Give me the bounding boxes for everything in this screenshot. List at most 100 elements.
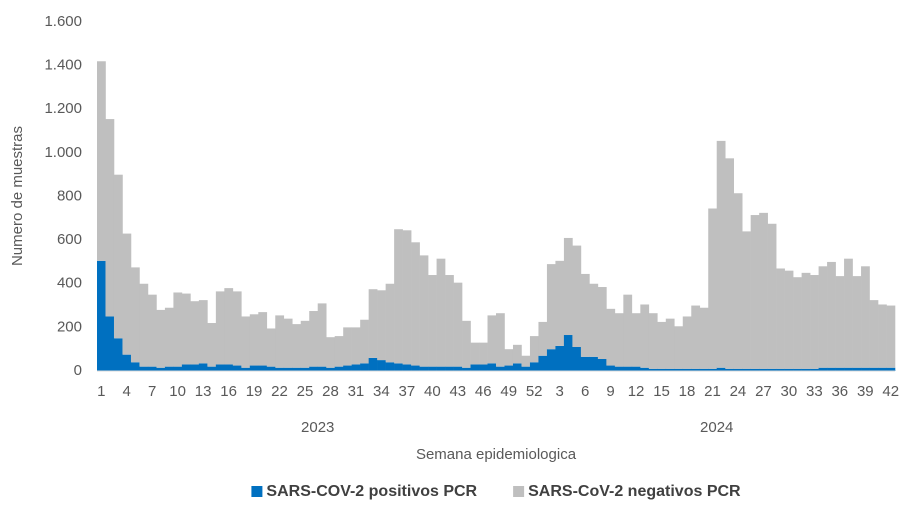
bar-segment bbox=[597, 359, 607, 371]
bar-segment bbox=[623, 366, 633, 371]
bar-segment bbox=[419, 255, 429, 367]
x-tick-label: 10 bbox=[169, 383, 186, 400]
bar-segment bbox=[292, 367, 302, 371]
bar-segment bbox=[351, 364, 361, 371]
bar-segment bbox=[512, 363, 522, 371]
bar-segment bbox=[496, 366, 505, 371]
y-tick-label: 1.400 bbox=[44, 57, 82, 74]
bar-segment bbox=[716, 140, 726, 368]
bar-segment bbox=[343, 365, 352, 371]
bar-segment bbox=[699, 368, 709, 371]
x-tick-label: 1 bbox=[97, 383, 105, 400]
bar-segment bbox=[496, 313, 505, 367]
bar-segment bbox=[190, 301, 200, 365]
bar-segment bbox=[232, 291, 242, 366]
bar-segment bbox=[657, 368, 667, 371]
x-tick-label: 21 bbox=[704, 383, 721, 400]
bar-segment bbox=[326, 337, 336, 368]
group-label: 2024 bbox=[700, 419, 733, 436]
x-tick-label: 37 bbox=[399, 383, 416, 400]
x-tick-label: 6 bbox=[581, 383, 589, 400]
bar-segment bbox=[207, 366, 217, 371]
legend-swatch bbox=[251, 486, 263, 497]
bar-segment bbox=[793, 368, 802, 371]
bar-segment bbox=[674, 368, 684, 371]
bar-segment bbox=[699, 307, 709, 369]
bar-segment bbox=[589, 283, 599, 357]
bar-segment bbox=[878, 367, 887, 371]
bar-segment bbox=[173, 366, 183, 371]
bar-segment bbox=[283, 367, 293, 371]
bar-segment bbox=[309, 311, 319, 367]
bar-segment bbox=[215, 291, 225, 365]
y-tick-label: 1.200 bbox=[44, 100, 82, 117]
bar-segment bbox=[793, 277, 802, 369]
bar-segment bbox=[733, 193, 743, 369]
bar-segment bbox=[156, 367, 166, 371]
bar-segment bbox=[317, 366, 327, 371]
bar-segment bbox=[402, 230, 412, 365]
bar-segment bbox=[317, 303, 327, 367]
bar-segment bbox=[801, 272, 811, 369]
bar-segment bbox=[164, 307, 174, 367]
bar-segment bbox=[428, 366, 437, 371]
bar-segment bbox=[360, 319, 369, 364]
bar-segment bbox=[198, 363, 208, 371]
bar-segment bbox=[631, 313, 641, 367]
x-tick-label: 39 bbox=[857, 383, 874, 400]
bar-segment bbox=[827, 261, 836, 368]
bar-segment bbox=[249, 365, 259, 371]
bar-segment bbox=[521, 355, 531, 367]
x-tick-label: 36 bbox=[831, 383, 848, 400]
bar-segment bbox=[682, 316, 692, 369]
bar-segment bbox=[776, 368, 785, 371]
bar-segment bbox=[411, 365, 420, 371]
bar-segment bbox=[835, 276, 845, 368]
bar-segment bbox=[572, 347, 582, 371]
x-tick-label: 12 bbox=[628, 383, 645, 400]
bar-segment bbox=[487, 363, 497, 371]
x-tick-label: 43 bbox=[449, 383, 466, 400]
bar-segment bbox=[844, 367, 853, 371]
x-tick-label: 9 bbox=[606, 383, 614, 400]
bar-segment bbox=[665, 318, 675, 369]
bar-segment bbox=[343, 327, 352, 366]
bar-segment bbox=[97, 260, 106, 371]
bar-segment bbox=[852, 276, 862, 368]
bar-segment bbox=[784, 270, 794, 369]
x-tick-label: 52 bbox=[526, 383, 543, 400]
bar-segment bbox=[759, 368, 768, 371]
y-tick-label: 400 bbox=[57, 275, 82, 292]
x-tick-label: 4 bbox=[123, 383, 131, 400]
bar-segment bbox=[394, 363, 403, 371]
bar-segment bbox=[555, 260, 565, 346]
bar-segment bbox=[835, 367, 845, 371]
bar-segment bbox=[394, 229, 403, 364]
y-tick-label: 1.600 bbox=[44, 13, 82, 30]
bar-segment bbox=[368, 357, 378, 371]
bar-segment bbox=[224, 288, 234, 365]
bar-segment bbox=[113, 174, 123, 339]
x-tick-label: 40 bbox=[424, 383, 441, 400]
bar-segment bbox=[97, 61, 106, 261]
x-tick-label: 19 bbox=[246, 383, 263, 400]
bar-segment bbox=[283, 318, 293, 368]
bar-segment bbox=[275, 367, 285, 371]
x-tick-label: 27 bbox=[755, 383, 772, 400]
bar-segment bbox=[266, 366, 276, 371]
bar-segment bbox=[742, 368, 751, 371]
y-tick-label: 1.000 bbox=[44, 144, 82, 161]
bar-segment bbox=[258, 365, 268, 371]
bar-segment bbox=[691, 305, 701, 369]
bar-segment bbox=[512, 344, 522, 364]
bar-segment bbox=[861, 367, 870, 371]
x-tick-label: 7 bbox=[148, 383, 156, 400]
bar-segment bbox=[275, 315, 285, 368]
bar-segment bbox=[470, 364, 480, 371]
bar-segment bbox=[614, 366, 624, 371]
bar-segment bbox=[869, 300, 879, 368]
x-tick-label: 18 bbox=[679, 383, 696, 400]
bar-segment bbox=[139, 283, 149, 367]
x-axis-title: Semana epidemiologica bbox=[416, 446, 577, 463]
